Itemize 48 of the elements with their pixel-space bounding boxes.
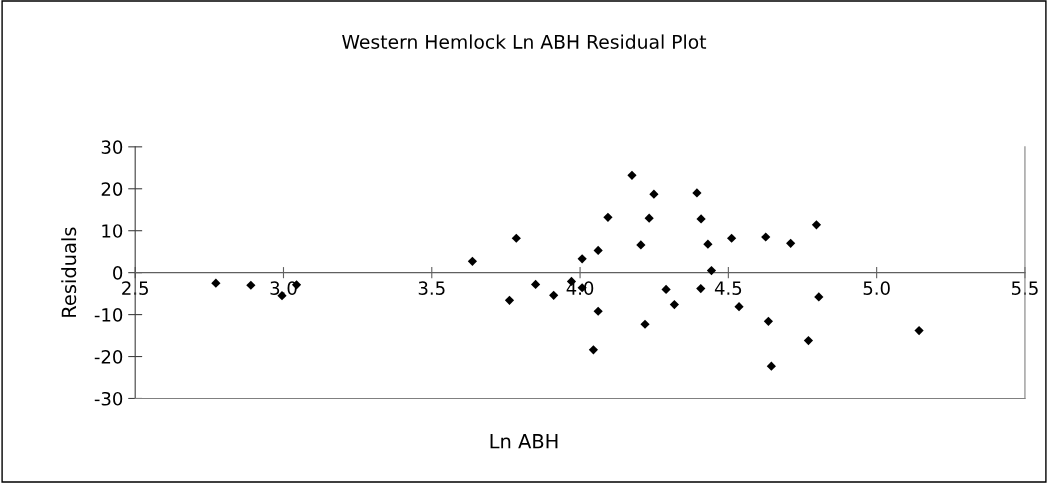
- y-axis-title: Residuals: [61, 227, 77, 317]
- x-tick-label: 3.5: [418, 281, 445, 295]
- point: [696, 214, 706, 224]
- point: [504, 295, 515, 305]
- point: [763, 316, 774, 326]
- point: [786, 238, 796, 248]
- point: [627, 170, 637, 180]
- y-tick-label: -20: [94, 349, 123, 364]
- y-tick-label: 10: [102, 224, 123, 238]
- point: [703, 239, 713, 249]
- point: [577, 254, 587, 264]
- point: [644, 213, 654, 223]
- point: [511, 233, 521, 243]
- point: [467, 256, 478, 266]
- point: [640, 319, 650, 329]
- x-axis-title: Ln ABH: [490, 434, 558, 449]
- point: [803, 335, 814, 346]
- point: [549, 290, 559, 300]
- point: [727, 233, 737, 243]
- point: [761, 232, 771, 242]
- point: [246, 280, 256, 290]
- point: [766, 361, 776, 371]
- x-tick-label: 4.5: [714, 281, 742, 295]
- x-tick-label: 5.0: [863, 281, 890, 295]
- point: [669, 299, 679, 310]
- point: [593, 245, 603, 256]
- point: [811, 220, 822, 230]
- point: [530, 279, 541, 289]
- point: [914, 325, 924, 336]
- x-tick-label: 5.5: [1011, 281, 1038, 295]
- point: [636, 240, 646, 250]
- point: [588, 345, 599, 355]
- point: [734, 302, 744, 312]
- point: [661, 284, 671, 295]
- point: [603, 212, 613, 222]
- point: [696, 283, 706, 294]
- point: [211, 278, 221, 288]
- y-tick-label: 0: [113, 266, 123, 280]
- y-tick-label: 30: [101, 140, 123, 154]
- point: [593, 306, 603, 316]
- y-tick-label: -10: [94, 308, 123, 322]
- point: [706, 265, 717, 276]
- y-tick-label: 20: [101, 182, 123, 196]
- point: [814, 292, 824, 302]
- chart-title: Western Hemlock Ln ABH Residual Plot: [342, 34, 707, 49]
- point: [692, 188, 702, 198]
- y-tick-label: -30: [94, 391, 123, 406]
- point: [649, 189, 659, 199]
